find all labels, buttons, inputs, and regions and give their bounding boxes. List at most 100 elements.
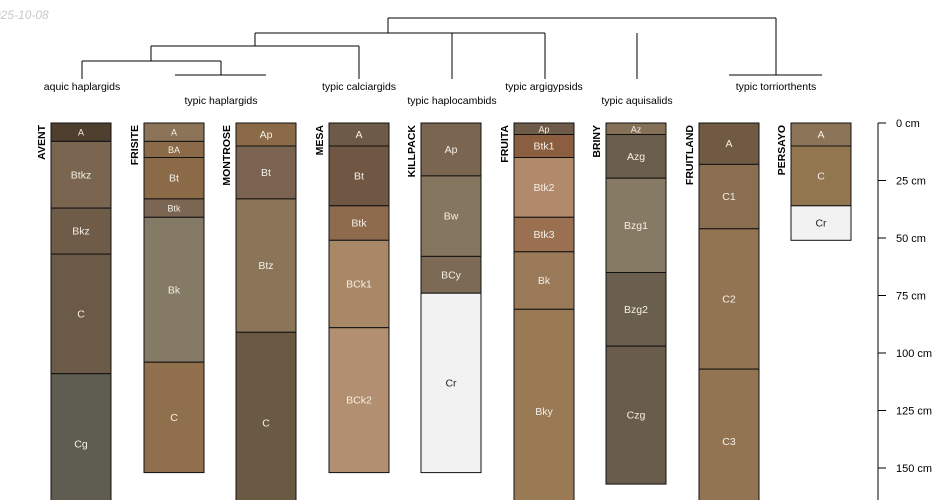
depth-axis: 0 cm 25 cm 50 cm 75 cm 100 cm 125 cm 150 cm [877,118,932,500]
profile-name: BRINY [591,125,603,158]
horizon-label: BCk2 [346,395,372,407]
depth-tick-label: 125 cm [896,406,932,418]
horizon-label: Bw [444,211,459,223]
taxon-label: typic torriorthents [736,81,817,93]
horizon-block [143,157,205,200]
profile-name: MONTROSE [221,125,233,186]
depth-tick-label: 75 cm [896,291,926,303]
horizon-label: Btk [167,204,181,214]
horizon-block [420,255,482,294]
horizon-label: BCy [441,269,462,281]
horizon-label: C [817,170,825,182]
profile-frisite: A BA Bt Btk Bk C FRISITE [129,122,205,474]
horizon-block [605,272,667,347]
profile-name: PERSAYO [776,125,788,175]
horizon-block [513,157,575,218]
taxon-label: typic argigypsids [505,81,583,93]
horizon-label: Cr [445,377,457,389]
taxon-label: aquic haplargids [44,81,120,93]
depth-tick-label: 0 cm [896,118,920,130]
horizon-block [328,205,390,241]
depth-tick-label: 100 cm [896,348,932,360]
horizon-label: BCk1 [346,279,372,291]
profile-name: FRUITA [499,125,511,163]
horizon-block [420,292,482,474]
horizon-label: C [262,418,270,430]
taxon-label: typic haplargids [185,95,258,107]
horizon-label: Bky [535,406,553,418]
depth-tick-label: 25 cm [896,176,926,188]
horizon-block [50,253,112,375]
horizon-label: C [170,412,178,424]
horizon-block [698,368,760,500]
horizon-label: Btz [258,260,273,272]
horizon-block [143,361,205,474]
profile-fruita: Ap Btk1 Btk2 Btk3 Bk Bky FRUITA [499,122,575,500]
horizon-label: Bzg2 [624,304,648,316]
horizon-block [513,251,575,310]
horizon-label: Cr [815,218,827,230]
horizon-label: Bk [168,284,181,296]
horizon-label: A [355,129,362,141]
horizon-block [605,345,667,485]
horizon-label: A [725,138,732,150]
horizon-block [698,228,760,370]
horizon-block [50,140,112,209]
horizon-label: A [78,128,84,138]
profile-name: FRUITLAND [684,125,696,185]
profile-montrose: Ap Bt Btz C MONTROSE [221,122,297,500]
horizon-label: Btkz [71,169,91,181]
taxa-labels: aquic haplargids typic haplargids typic ca… [44,74,822,107]
horizon-label: C [77,308,85,320]
profile-name: AVENT [36,124,48,159]
horizon-label: Cg [74,438,88,450]
horizon-block [513,308,575,500]
horizon-block [143,216,205,363]
horizon-label: Azg [627,151,645,163]
horizon-label: C3 [722,436,736,448]
horizon-label: A [171,128,177,138]
horizon-block [605,134,667,179]
horizon-block [50,207,112,255]
horizon-label: Btk3 [533,229,554,241]
horizon-block [328,327,390,474]
horizon-block [790,145,852,207]
profile-mesa: A Bt Btk BCk1 BCk2 MESA [314,122,390,474]
soil-profiles: A Btkz Bkz C Cg AVENT A BA Bt Btk Bk C FRISITE Ap Bt Bt… [36,122,852,500]
horizon-label: Ap [445,144,458,156]
horizon-label: Ap [538,124,549,134]
horizon-label: Bt [169,173,179,185]
horizon-label: A [817,129,824,141]
horizon-label: C2 [722,293,736,305]
taxon-label: typic aquisalids [601,95,672,107]
horizon-label: Az [631,124,642,134]
horizon-block [235,331,297,500]
horizon-label: Ap [260,129,273,141]
horizon-block [235,198,297,333]
horizon-label: Bzg1 [624,220,648,232]
horizon-label: Bk [538,275,551,287]
taxonomic-dendrogram [81,17,777,79]
horizon-block [420,175,482,257]
horizon-label: Czg [627,410,646,422]
horizon-block [420,122,482,177]
horizon-label: Btk1 [533,141,554,153]
profile-briny: Az Azg Bzg1 Bzg2 Czg BRINY [591,122,667,485]
horizon-block [605,177,667,273]
depth-tick-label: 50 cm [896,233,926,245]
profile-name: KILLPACK [406,125,418,178]
horizon-block [698,122,760,165]
profile-name: FRISITE [129,125,141,165]
taxon-label: typic calciargids [322,81,396,93]
horizon-block [513,216,575,253]
horizon-label: Btk2 [533,182,554,194]
horizon-label: Bt [354,170,364,182]
horizon-block [50,373,112,500]
profile-killpack: Ap Bw BCy Cr KILLPACK [406,122,482,474]
horizon-block [328,145,390,207]
horizon-block [235,145,297,200]
profile-avent: A Btkz Bkz C Cg AVENT [36,122,112,500]
horizon-label: C1 [722,191,736,203]
horizon-label: BA [168,145,180,155]
